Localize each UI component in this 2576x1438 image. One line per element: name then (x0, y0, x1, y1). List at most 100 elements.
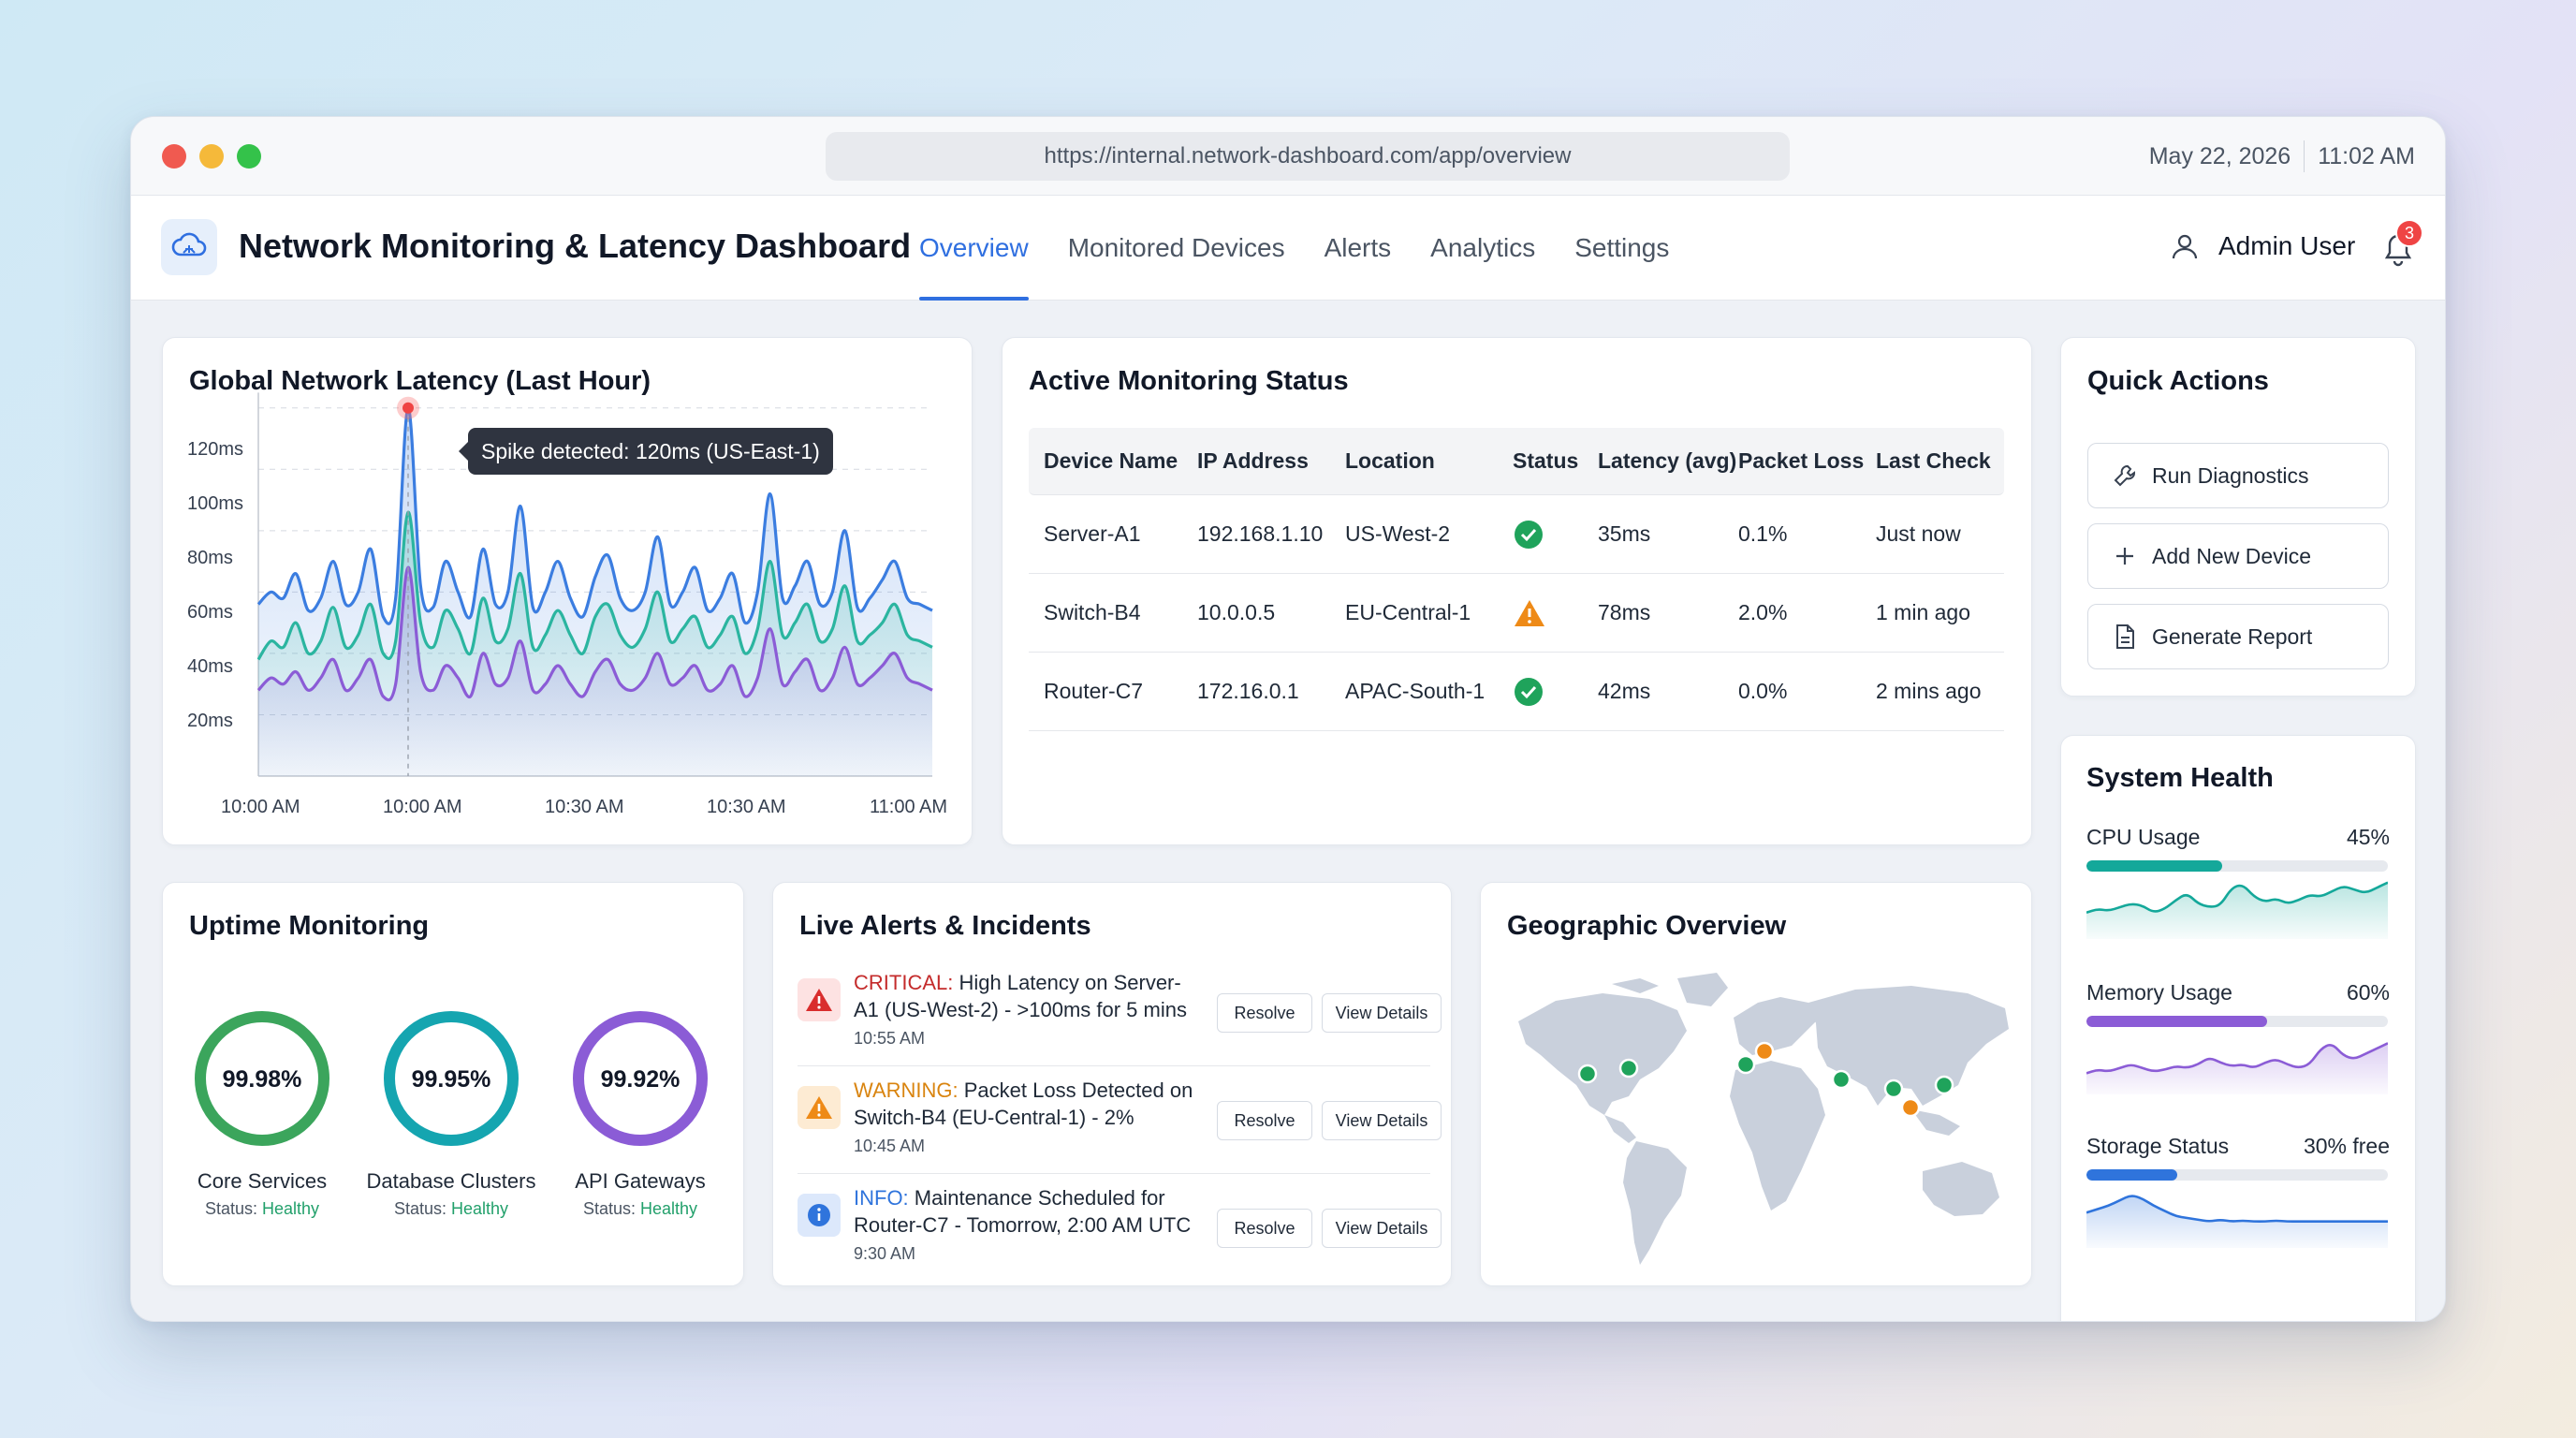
uptime-percentage: 99.95% (411, 1066, 491, 1093)
africa-shape (1730, 1061, 1825, 1211)
column-header[interactable]: Latency (avg) (1598, 448, 1737, 473)
minimize-window-button[interactable] (199, 144, 224, 169)
status-ok-check-icon (1515, 520, 1543, 549)
cpu-usage-label: CPU Usage (2086, 825, 2201, 849)
last-check-cell: Just now (1876, 521, 1961, 546)
nav-tab-settings[interactable]: Settings (1574, 233, 1670, 262)
run-diagnostics-button[interactable]: Run Diagnostics (2087, 443, 2389, 508)
memory-sparkline (2086, 1042, 2388, 1094)
spike-point[interactable] (402, 402, 414, 414)
map-node-ok[interactable] (1618, 1058, 1639, 1078)
europe-shape (1734, 997, 1818, 1055)
quick-actions-card: Quick Actions Run Diagnostics Add New De… (2060, 337, 2416, 697)
uptime-ring (573, 1011, 708, 1146)
map-node-ok[interactable] (1883, 1078, 1904, 1099)
column-header[interactable]: Device Name (1044, 448, 1178, 473)
add-new-device-label: Add New Device (2152, 543, 2312, 568)
column-header[interactable]: IP Address (1197, 448, 1309, 473)
user-name: Admin User (2218, 231, 2356, 260)
current-time: 11:02 AM (2318, 142, 2415, 169)
location-cell: APAC-South-1 (1345, 679, 1486, 703)
main-nav: Overview Monitored Devices Alerts Analyt… (919, 196, 1708, 301)
ip-address-cell: 10.0.0.5 (1197, 600, 1276, 624)
map-node-ok[interactable] (1577, 1064, 1598, 1084)
resolve-button[interactable]: Resolve (1217, 1209, 1312, 1248)
y-tick-label: 40ms (187, 656, 233, 677)
close-window-button[interactable] (162, 144, 186, 169)
device-name-cell: Server-A1 (1044, 521, 1141, 546)
add-new-device-button[interactable]: Add New Device (2087, 523, 2389, 589)
view-details-button[interactable]: View Details (1322, 1101, 1442, 1140)
latency-chart-plot (256, 392, 933, 777)
storage-status-value: 30% free (2303, 1134, 2390, 1158)
table-row[interactable]: Switch-B4 10.0.0.5 EU-Central-1 78ms 2.0% 1 m… (1029, 574, 2004, 653)
view-details-button[interactable]: View Details (1322, 993, 1442, 1033)
alert-message: INFO: Maintenance Scheduled for Router-C… (854, 1184, 1200, 1239)
map-node-ok[interactable] (1831, 1069, 1852, 1090)
map-node-ok[interactable] (1934, 1075, 1954, 1095)
map-node-warning[interactable] (1900, 1097, 1921, 1118)
sparkline-line (2086, 1195, 2388, 1224)
user-menu[interactable]: Admin User (2164, 226, 2355, 267)
memory-usage-label: Memory Usage (2086, 980, 2232, 1005)
uptime-monitoring-card: Uptime Monitoring 99.98% Core Services Sta… (162, 882, 744, 1286)
plus-icon (2111, 542, 2139, 570)
system-health-title: System Health (2086, 763, 2274, 793)
table-row[interactable]: Router-C7 172.16.0.1 APAC-South-1 42ms 0.0% 2… (1029, 653, 2004, 731)
resolve-button[interactable]: Resolve (1217, 993, 1312, 1033)
y-tick-label: 80ms (187, 548, 233, 568)
column-header[interactable]: Last Check (1876, 448, 1991, 473)
nav-tab-alerts[interactable]: Alerts (1324, 233, 1392, 262)
user-avatar-icon (2164, 226, 2205, 267)
view-details-button[interactable]: View Details (1322, 1209, 1442, 1248)
map-node-warning[interactable] (1754, 1041, 1775, 1062)
map-node-ok[interactable] (1735, 1054, 1756, 1075)
uptime-status: Status: Healthy (159, 1199, 365, 1219)
current-date: May 22, 2026 (2148, 142, 2291, 169)
datetime-divider (2304, 140, 2305, 172)
status-value: Healthy (262, 1199, 320, 1218)
url-bar[interactable]: https://internal.network-dashboard.com/a… (826, 132, 1790, 181)
run-diagnostics-label: Run Diagnostics (2152, 462, 2309, 488)
maximize-window-button[interactable] (237, 144, 261, 169)
storage-sparkline (2086, 1195, 2388, 1248)
y-tick-label: 60ms (187, 602, 233, 623)
nav-tab-overview[interactable]: Overview (919, 196, 1029, 301)
sparkline-line (2086, 1042, 2388, 1075)
column-header[interactable]: Location (1345, 448, 1435, 473)
device-name-cell: Router-C7 (1044, 679, 1144, 703)
alert-message: CRITICAL: High Latency on Server-A1 (US-… (854, 969, 1200, 1023)
sparkline-area (2086, 1043, 2388, 1094)
alert-message: WARNING: Packet Loss Detected on Switch-… (854, 1077, 1200, 1131)
australia-shape (1923, 1162, 1999, 1216)
status-prefix: Status: (582, 1199, 636, 1218)
resolve-button[interactable]: Resolve (1217, 1101, 1312, 1140)
y-tick-label: 20ms (187, 711, 233, 731)
series-line-2 (256, 565, 933, 702)
cloud-logo-icon (161, 219, 217, 275)
column-header[interactable]: Packet Loss (1738, 448, 1865, 473)
latency-cell: 42ms (1598, 679, 1651, 703)
y-tick-label: 100ms (187, 493, 244, 514)
last-check-cell: 1 min ago (1876, 600, 1971, 624)
north-america-shape (1518, 978, 1687, 1115)
info-icon (798, 1194, 841, 1237)
alert-item: INFO: Maintenance Scheduled for Router-C… (798, 1184, 1442, 1291)
quick-actions-title: Quick Actions (2087, 366, 2269, 396)
app-title: Network Monitoring & Latency Dashboard (239, 227, 912, 265)
memory-usage-value: 60% (2346, 980, 2390, 1005)
memory-usage-bar (2086, 1016, 2388, 1027)
nav-tab-analytics[interactable]: Analytics (1430, 233, 1536, 262)
latency-chart-title: Global Network Latency (Last Hour) (189, 366, 651, 396)
latency-chart-card: Global Network Latency (Last Hour) 120ms… (162, 337, 973, 845)
uptime-percentage: 99.92% (600, 1066, 681, 1093)
table-row[interactable]: Server-A1 192.168.1.10 US-West-2 35ms 0.1% Ju… (1029, 495, 2004, 574)
southeast-asia-shape (1911, 1109, 1960, 1136)
status-cell (1513, 653, 1544, 730)
x-tick-label: 11:00 AM (870, 797, 948, 817)
storage-status-label: Storage Status (2086, 1134, 2230, 1158)
generate-report-button[interactable]: Generate Report (2087, 604, 2389, 669)
column-header[interactable]: Status (1513, 448, 1579, 473)
nav-tab-monitored-devices[interactable]: Monitored Devices (1067, 233, 1285, 262)
ip-address-cell: 172.16.0.1 (1197, 679, 1299, 703)
